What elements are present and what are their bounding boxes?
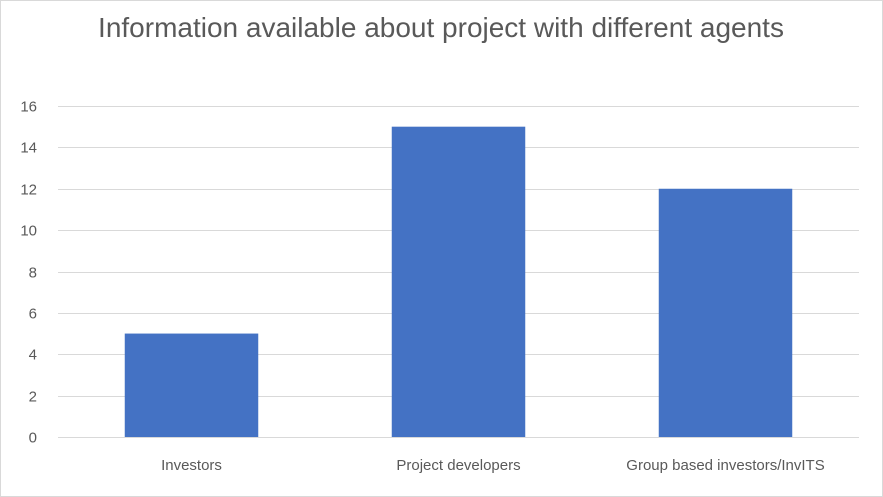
bar	[124, 333, 259, 437]
y-tick-label: 14	[20, 140, 37, 157]
x-category-label: Project developers	[396, 457, 520, 474]
chart-title: Information available about project with…	[98, 12, 784, 43]
y-tick-label: 0	[29, 430, 37, 447]
y-tick-label: 8	[29, 265, 37, 282]
x-category-label: Investors	[161, 457, 222, 474]
x-category-label: Group based investors/InvITS	[626, 457, 824, 474]
y-tick-label: 10	[20, 223, 37, 240]
bar	[658, 188, 793, 437]
y-tick-label: 12	[20, 182, 37, 199]
y-tick-label: 2	[29, 389, 37, 406]
x-axis-categories: Investors Project developers Group based i…	[161, 457, 825, 474]
y-tick-label: 6	[29, 306, 37, 323]
bars	[124, 126, 793, 437]
y-axis-ticks: 0 2 4 6 8 10 12 14 16	[20, 99, 37, 447]
y-tick-label: 16	[20, 99, 37, 116]
bar	[391, 126, 526, 437]
y-tick-label: 4	[29, 347, 37, 364]
